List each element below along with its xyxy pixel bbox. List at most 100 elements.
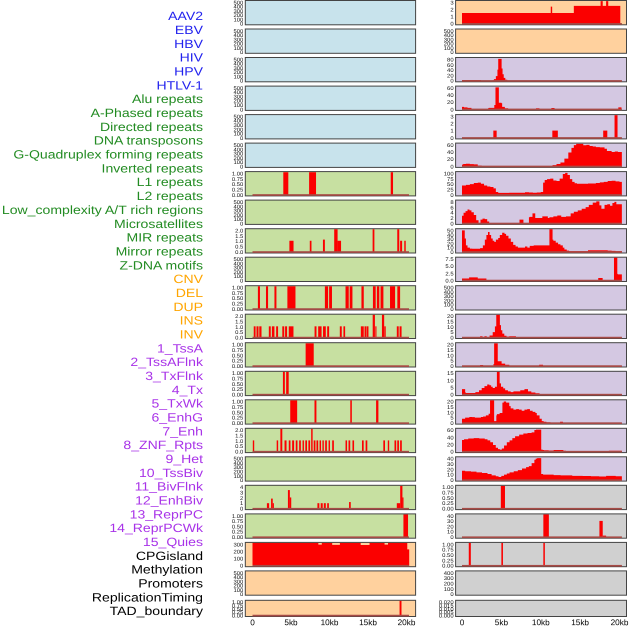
svg-text:400: 400: [233, 261, 243, 267]
svg-text:300: 300: [233, 579, 243, 585]
svg-text:Directed repeats: Directed repeats: [100, 120, 203, 134]
svg-text:0: 0: [450, 136, 453, 142]
svg-text:200: 200: [233, 584, 243, 590]
svg-text:20: 20: [447, 442, 454, 448]
svg-text:0: 0: [250, 618, 255, 627]
svg-text:60: 60: [447, 143, 454, 149]
svg-text:HIV: HIV: [180, 51, 203, 65]
svg-text:3_TxFlnk: 3_TxFlnk: [145, 369, 204, 383]
svg-text:100: 100: [444, 46, 454, 52]
svg-text:2: 2: [450, 8, 453, 14]
svg-text:400: 400: [233, 90, 243, 96]
svg-text:HPV: HPV: [174, 65, 203, 79]
svg-text:10_TssBiv: 10_TssBiv: [139, 466, 203, 480]
svg-text:20kb: 20kb: [611, 618, 629, 627]
svg-text:200: 200: [233, 156, 243, 162]
svg-text:50: 50: [447, 229, 454, 235]
svg-text:75: 75: [447, 177, 454, 183]
svg-text:1.00: 1.00: [232, 286, 243, 292]
svg-text:Inverted repeats: Inverted repeats: [102, 161, 203, 175]
svg-text:0.75: 0.75: [442, 491, 453, 497]
svg-text:0.020: 0.020: [439, 600, 454, 606]
svg-text:200: 200: [444, 42, 454, 48]
svg-text:30: 30: [447, 519, 454, 525]
svg-text:1: 1: [240, 501, 243, 507]
svg-text:20: 20: [447, 400, 454, 406]
svg-text:0.50: 0.50: [232, 524, 243, 530]
svg-text:400: 400: [233, 33, 243, 39]
svg-text:5: 5: [450, 416, 453, 422]
svg-text:100: 100: [233, 132, 243, 138]
svg-text:500: 500: [233, 200, 243, 206]
svg-text:0: 0: [240, 478, 243, 484]
svg-text:100: 100: [444, 172, 454, 178]
svg-text:200: 200: [444, 581, 454, 587]
svg-text:2: 2: [450, 122, 453, 128]
svg-text:300: 300: [233, 152, 243, 158]
svg-text:0.50: 0.50: [442, 553, 453, 559]
svg-text:0.25: 0.25: [442, 501, 453, 507]
svg-text:400: 400: [444, 33, 454, 39]
svg-text:400: 400: [233, 5, 243, 11]
svg-text:100: 100: [233, 75, 243, 81]
svg-text:400: 400: [444, 571, 454, 577]
svg-text:10: 10: [447, 353, 454, 359]
svg-text:10: 10: [447, 378, 454, 384]
svg-text:Mirror repeats: Mirror repeats: [116, 244, 203, 258]
svg-text:0.5: 0.5: [235, 330, 243, 336]
svg-text:60: 60: [447, 428, 454, 434]
svg-text:200: 200: [233, 270, 243, 276]
svg-text:0.75: 0.75: [232, 348, 243, 354]
svg-text:DUP: DUP: [173, 300, 203, 314]
svg-text:0: 0: [240, 592, 243, 598]
svg-text:15kb: 15kb: [359, 618, 377, 627]
svg-text:30: 30: [447, 237, 454, 243]
svg-text:40: 40: [447, 233, 454, 239]
svg-text:100: 100: [233, 103, 243, 109]
svg-text:0.00: 0.00: [442, 507, 453, 513]
svg-text:100: 100: [444, 587, 454, 593]
svg-text:20: 20: [447, 524, 454, 530]
svg-text:7.5: 7.5: [445, 257, 453, 263]
svg-text:0.75: 0.75: [232, 177, 243, 183]
svg-text:20kb: 20kb: [398, 618, 416, 627]
svg-text:0: 0: [450, 364, 453, 370]
svg-text:0.75: 0.75: [232, 405, 243, 411]
svg-text:0: 0: [450, 421, 453, 427]
svg-text:EBV: EBV: [175, 23, 203, 37]
svg-text:0.015: 0.015: [439, 604, 454, 610]
svg-text:5kb: 5kb: [284, 618, 298, 627]
svg-text:8: 8: [450, 200, 453, 206]
svg-text:1.0: 1.0: [235, 239, 243, 245]
svg-text:DEL: DEL: [176, 286, 204, 300]
svg-text:1.5: 1.5: [235, 234, 243, 240]
svg-text:0.25: 0.25: [232, 416, 243, 422]
svg-text:20: 20: [447, 73, 454, 79]
svg-text:15: 15: [447, 348, 454, 354]
svg-text:0: 0: [240, 278, 243, 284]
svg-text:0: 0: [450, 22, 453, 28]
svg-text:0.25: 0.25: [232, 530, 243, 536]
svg-text:0.5: 0.5: [235, 444, 243, 450]
svg-text:200: 200: [233, 70, 243, 76]
svg-text:0: 0: [240, 507, 243, 513]
svg-text:0.50: 0.50: [232, 296, 243, 302]
svg-text:HBV: HBV: [174, 37, 203, 51]
svg-text:40: 40: [447, 514, 454, 520]
svg-text:8_ZNF_Rpts: 8_ZNF_Rpts: [123, 438, 203, 452]
svg-text:3: 3: [240, 491, 243, 497]
svg-text:400: 400: [233, 575, 243, 581]
svg-text:0: 0: [450, 107, 453, 113]
svg-text:0.75: 0.75: [232, 291, 243, 297]
svg-text:0.00: 0.00: [232, 535, 243, 541]
svg-text:500: 500: [233, 29, 243, 35]
svg-text:10: 10: [447, 410, 454, 416]
svg-text:100: 100: [233, 217, 243, 223]
svg-text:0: 0: [450, 221, 453, 227]
svg-text:0.50: 0.50: [232, 382, 243, 388]
svg-text:2_TssAFlnk: 2_TssAFlnk: [130, 355, 204, 369]
svg-text:500: 500: [233, 115, 243, 121]
svg-text:0.50: 0.50: [232, 410, 243, 416]
svg-text:0.00: 0.00: [232, 193, 243, 199]
svg-text:0.25: 0.25: [232, 188, 243, 194]
